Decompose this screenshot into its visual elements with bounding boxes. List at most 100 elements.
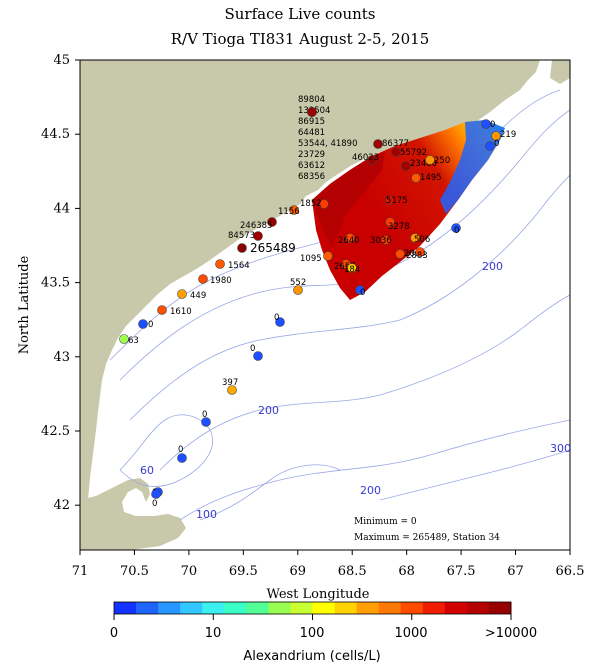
station-dot (395, 249, 405, 259)
station-label: 5175 (386, 196, 408, 206)
station-label: 397 (222, 378, 238, 388)
station-dot (227, 385, 237, 395)
colorbar-swatch (290, 602, 313, 614)
station-dot (391, 147, 401, 157)
depth-label: 300 (550, 442, 571, 455)
station-markers: 89804133504869156448153544, 418902372963… (119, 95, 516, 509)
station-label: 23729 (298, 150, 325, 160)
station-dot (289, 205, 299, 215)
station-label: 449 (190, 291, 206, 301)
station-label: 1095 (300, 254, 322, 264)
y-tick-label: 45 (53, 53, 70, 68)
colorbar-swatch (400, 602, 424, 614)
station-label: 46023 (352, 153, 379, 163)
depth-label: 200 (258, 404, 279, 417)
station-label: 86377 (382, 139, 409, 149)
y-tick-label: 42.5 (41, 424, 70, 439)
colorbar-label: 100 (300, 626, 325, 641)
station-label: 0 (148, 320, 153, 330)
y-tick-label: 44.5 (41, 127, 70, 142)
depth-label: 200 (482, 260, 503, 273)
station-label: 2640 (338, 236, 360, 246)
colorbar-label: 1000 (394, 626, 427, 641)
station-dot (267, 217, 277, 227)
station-label: 1495 (420, 173, 442, 183)
station-label: 89804 (298, 95, 325, 105)
land-mainland (80, 60, 540, 500)
station-label: 68356 (298, 172, 325, 182)
colorbar-swatch (136, 602, 159, 614)
station-dot (151, 489, 161, 499)
colorbar-swatch (422, 602, 446, 614)
station-dot (385, 217, 395, 227)
station-label: 53544, 41890 (298, 139, 357, 149)
colorbar-swatch (158, 602, 181, 614)
station-label: 63612 (298, 161, 325, 171)
station-label: 552 (290, 278, 306, 288)
station-dot (177, 289, 187, 299)
station-label: 0 (152, 499, 157, 509)
station-label: 1564 (228, 261, 250, 271)
station-label: 1852 (300, 199, 322, 209)
colorbar-label: 10 (205, 626, 222, 641)
x-tick-label: 70 (181, 564, 198, 579)
land-cape-cod (80, 478, 186, 550)
station-label: 0 (360, 288, 365, 298)
minimum-note: Minimum = 0 (354, 517, 417, 527)
station-label: 1156 (278, 207, 300, 217)
colorbar-label: >10000 (485, 626, 537, 641)
colorbar-swatch (312, 602, 336, 614)
colorbar-swatch (246, 602, 269, 614)
maximum-note: Maximum = 265489, Station 34 (354, 533, 500, 543)
y-tick-label: 43 (53, 350, 70, 365)
depth-label: 200 (360, 484, 381, 497)
colorbar-swatch (202, 602, 225, 614)
plot-frame (79, 59, 571, 551)
station-label: 86915 (298, 117, 325, 127)
station-dot (237, 243, 247, 253)
station-dot (367, 155, 377, 165)
station-label: 84573 (228, 231, 255, 241)
station-label: 0 (178, 445, 183, 455)
station-dot (347, 263, 357, 273)
depth-label: 60 (140, 464, 154, 477)
x-tick-label: 67.5 (447, 564, 476, 579)
colorbar-swatch (224, 602, 247, 614)
y-tick-label: 42 (53, 498, 70, 513)
station-label: 63 (128, 336, 139, 346)
station-dot (275, 317, 285, 327)
map-subtitle: R/V Tioga TI831 August 2-5, 2015 (170, 30, 430, 48)
station-dot (323, 251, 333, 261)
station-dot (307, 107, 317, 117)
station-label: 0 (490, 120, 495, 130)
colorbar-label: 0 (110, 626, 118, 641)
station-dot (157, 305, 167, 315)
station-dot (411, 173, 421, 183)
station-label: 246385 (240, 221, 272, 231)
y-tick-label: 43.5 (41, 276, 70, 291)
x-tick-label: 66.5 (556, 564, 585, 579)
station-dot (198, 274, 208, 284)
station-dot (425, 155, 435, 165)
station-dot (138, 319, 148, 329)
station-label: 0 (494, 139, 499, 149)
station-label: 506 (414, 235, 430, 245)
colorbar-swatch (268, 602, 291, 614)
station-dot (215, 259, 225, 269)
x-tick-label: 69.5 (229, 564, 258, 579)
colorbar-swatch (378, 602, 402, 614)
station-dot (177, 453, 187, 463)
colorbar-swatch (466, 602, 490, 614)
station-dot (201, 417, 211, 427)
x-tick-label: 70.5 (120, 564, 149, 579)
x-tick-label: 68 (398, 564, 415, 579)
station-dot (373, 139, 383, 149)
y-axis-title: North Latitude (17, 255, 32, 354)
map-title: Surface Live counts (224, 5, 376, 23)
station-label: 2883 (406, 251, 428, 261)
station-dot (485, 141, 495, 151)
station-label: 0 (250, 344, 255, 354)
station-dot (355, 285, 365, 295)
land-island (158, 254, 172, 266)
